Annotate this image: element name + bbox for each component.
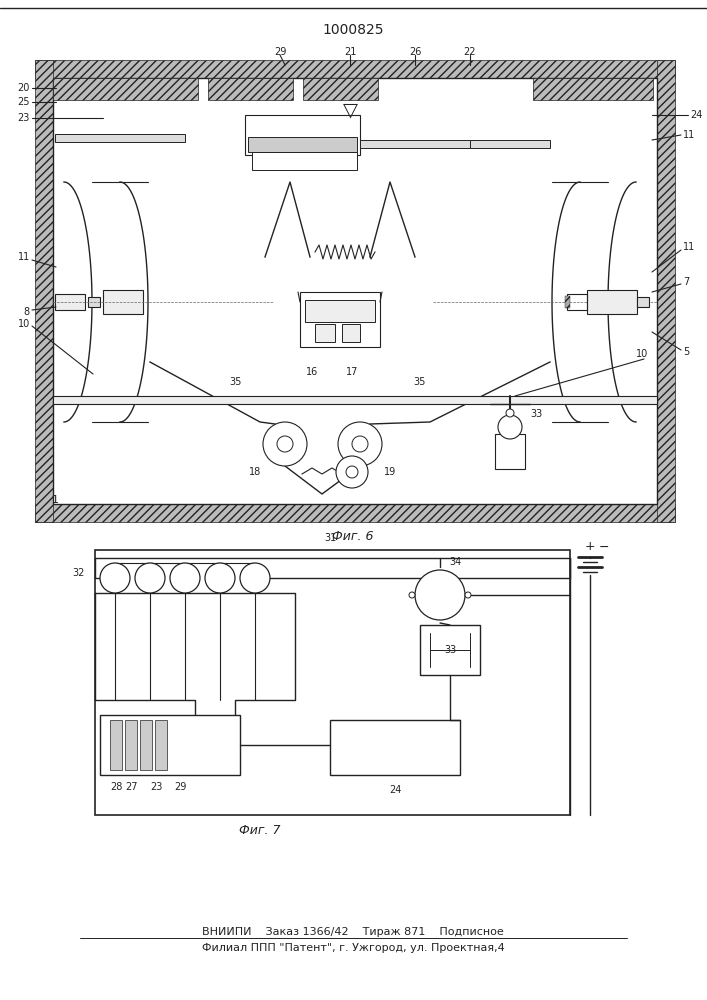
Text: 18: 18 xyxy=(249,467,261,477)
Bar xyxy=(35,60,675,78)
Text: 10: 10 xyxy=(18,319,30,329)
Text: 25: 25 xyxy=(18,97,30,107)
Bar xyxy=(587,290,637,314)
Text: 32: 32 xyxy=(73,568,85,578)
Text: 16: 16 xyxy=(306,367,318,377)
Text: 22: 22 xyxy=(464,47,477,57)
Circle shape xyxy=(338,422,382,466)
Text: 24: 24 xyxy=(690,110,702,120)
Text: 33: 33 xyxy=(444,645,456,655)
Text: Фиг. 7: Фиг. 7 xyxy=(239,824,281,836)
Bar xyxy=(110,720,122,770)
Circle shape xyxy=(498,415,522,439)
Text: 5: 5 xyxy=(683,347,689,357)
Text: 28: 28 xyxy=(110,782,122,792)
Bar xyxy=(420,625,480,675)
Circle shape xyxy=(263,422,307,466)
Text: 20: 20 xyxy=(18,83,30,93)
Bar xyxy=(637,297,649,307)
Bar xyxy=(103,290,143,314)
Bar xyxy=(330,720,460,775)
Text: 1: 1 xyxy=(52,495,59,505)
Bar xyxy=(303,78,378,100)
Text: 21: 21 xyxy=(344,47,356,57)
Bar xyxy=(55,134,185,142)
Circle shape xyxy=(205,563,235,593)
Circle shape xyxy=(506,409,514,417)
Text: 17: 17 xyxy=(346,367,358,377)
Bar xyxy=(125,720,137,770)
Bar xyxy=(53,78,657,504)
Bar xyxy=(100,715,240,775)
Bar xyxy=(360,140,470,148)
Text: 1000825: 1000825 xyxy=(322,23,384,37)
Text: 23: 23 xyxy=(18,113,30,123)
Circle shape xyxy=(409,592,415,598)
Text: +: + xyxy=(585,540,595,554)
Text: ВНИИПИ    Заказ 1366/42    Тираж 871    Подписное: ВНИИПИ Заказ 1366/42 Тираж 871 Подписное xyxy=(202,927,504,937)
Text: 33: 33 xyxy=(530,409,542,419)
Text: 7: 7 xyxy=(683,277,689,287)
Bar xyxy=(657,60,675,522)
Text: Филиал ППП "Патент", г. Ужгород, ул. Проектная,4: Филиал ППП "Патент", г. Ужгород, ул. Про… xyxy=(201,943,504,953)
Bar xyxy=(315,324,335,342)
Text: 29: 29 xyxy=(274,47,286,57)
Text: 34: 34 xyxy=(449,557,461,567)
Bar xyxy=(305,300,375,322)
Circle shape xyxy=(170,563,200,593)
Circle shape xyxy=(415,570,465,620)
Text: ▽: ▽ xyxy=(342,101,358,119)
Text: 11: 11 xyxy=(18,252,30,262)
Bar xyxy=(140,720,152,770)
Bar xyxy=(248,137,357,152)
Circle shape xyxy=(465,592,471,598)
Bar xyxy=(155,720,167,770)
Bar xyxy=(495,434,525,469)
Text: 31: 31 xyxy=(324,533,336,543)
Text: 8: 8 xyxy=(24,307,30,317)
Bar xyxy=(245,115,360,155)
Circle shape xyxy=(336,456,368,488)
Text: 10: 10 xyxy=(636,349,648,359)
Bar xyxy=(252,152,357,170)
Bar xyxy=(35,60,53,522)
Text: 35: 35 xyxy=(229,377,241,387)
Text: 11: 11 xyxy=(683,130,695,140)
Text: Фиг. 6: Фиг. 6 xyxy=(332,530,374,544)
Text: 24: 24 xyxy=(389,785,401,795)
Text: 26: 26 xyxy=(409,47,421,57)
Circle shape xyxy=(135,563,165,593)
Bar xyxy=(567,294,587,310)
Circle shape xyxy=(240,563,270,593)
Text: 11: 11 xyxy=(683,242,695,252)
Bar xyxy=(53,396,657,404)
Text: 35: 35 xyxy=(414,377,426,387)
Text: 27: 27 xyxy=(124,782,137,792)
Circle shape xyxy=(100,563,130,593)
Bar xyxy=(300,292,380,347)
Bar xyxy=(470,140,550,148)
Text: −: − xyxy=(599,540,609,554)
Bar xyxy=(53,78,198,100)
Text: 23: 23 xyxy=(150,782,162,792)
Bar xyxy=(95,550,570,815)
Bar xyxy=(565,296,570,308)
Bar xyxy=(342,324,360,342)
Bar xyxy=(533,78,653,100)
Bar xyxy=(208,78,293,100)
Bar xyxy=(35,504,675,522)
Bar xyxy=(88,297,100,307)
Bar xyxy=(55,294,85,310)
Text: 29: 29 xyxy=(174,782,186,792)
Text: 19: 19 xyxy=(384,467,396,477)
